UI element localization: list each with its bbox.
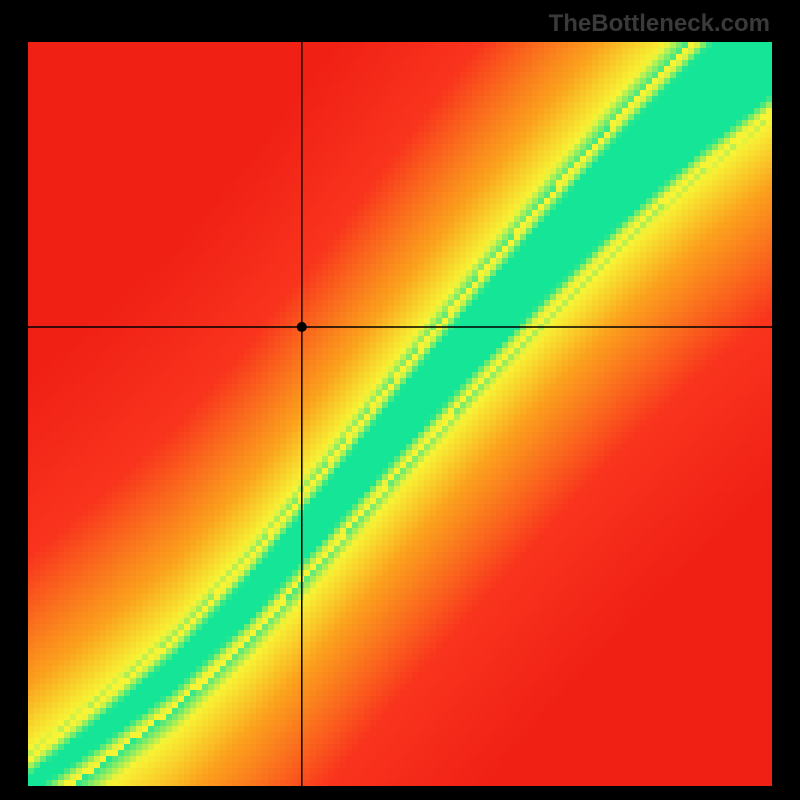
watermark-text: TheBottleneck.com <box>549 10 770 38</box>
bottleneck-heatmap <box>28 42 772 786</box>
chart-container: TheBottleneck.com <box>0 0 800 800</box>
